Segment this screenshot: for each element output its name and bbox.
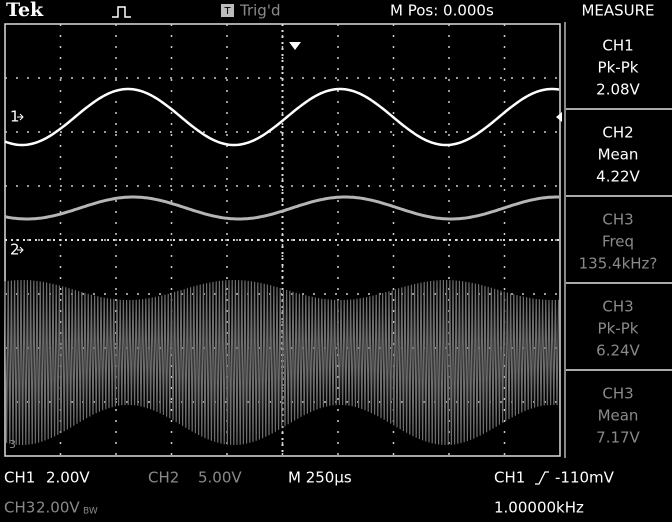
measure-reading: 2.08V (596, 81, 640, 99)
timebase: M 250µs (288, 469, 352, 487)
measure-source: CH3 (602, 298, 633, 316)
measure-source: CH2 (602, 124, 633, 142)
measure-reading: 135.4kHz? (579, 255, 658, 273)
ch3-bandwidth: BW (83, 507, 98, 517)
ch2-label: CH2 (148, 469, 179, 487)
measure-source: CH3 (602, 211, 633, 229)
scope-screen: Tek T Trig'd M Pos: 0.000s MEASURE CH1 Pk… (0, 0, 672, 522)
horizontal-position: M Pos: 0.000s (390, 2, 494, 20)
measure-kind: Mean (598, 407, 639, 425)
measure-kind: Pk-Pk (598, 59, 639, 77)
ch3-marker: 3 (9, 438, 16, 451)
ch1-scale: 2.00V (46, 469, 90, 487)
measure-reading: 4.22V (596, 168, 640, 186)
ch3-scale: 2.00V (36, 499, 80, 517)
measure-kind: Mean (598, 146, 639, 164)
trigger-source: CH1 (494, 469, 525, 487)
measure-reading: 6.24V (596, 342, 640, 360)
measure-kind: Pk-Pk (598, 320, 639, 338)
trigger-level: -110mV (555, 469, 615, 487)
ch1-label: CH1 (4, 469, 35, 487)
measure-source: CH3 (602, 385, 633, 403)
measure-reading: 7.17V (596, 429, 640, 447)
measure-kind: Freq (602, 233, 634, 251)
menu-title: MEASURE (581, 2, 654, 20)
ch3-label: CH3 (4, 499, 35, 517)
ch2-scale: 5.00V (198, 469, 242, 487)
frequency: 1.00000kHz (494, 499, 584, 517)
trigger-icon: T (223, 6, 231, 17)
measure-source: CH1 (602, 37, 633, 55)
trigger-state: Trig'd (239, 2, 280, 20)
brand: Tek (6, 0, 44, 21)
